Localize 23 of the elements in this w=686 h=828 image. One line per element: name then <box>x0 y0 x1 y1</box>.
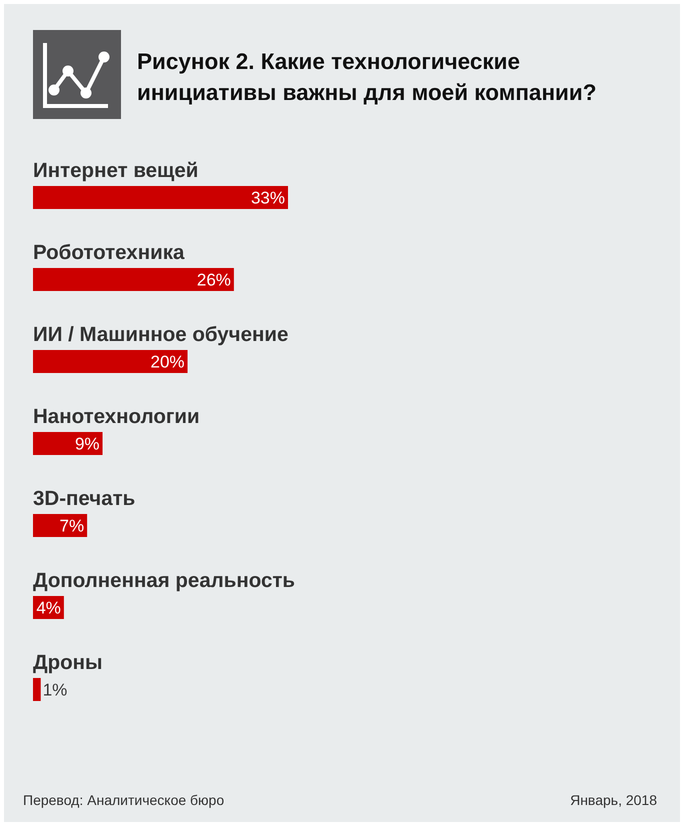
y-tick-label: Нанотехнологии <box>33 405 200 428</box>
y-tick-label: 3D-печать <box>33 487 136 510</box>
bar <box>33 514 88 537</box>
y-tick-label: ИИ / Машинное обучение <box>33 323 288 346</box>
bar <box>33 350 188 373</box>
data-label: 1% <box>42 680 68 700</box>
text: Рисунок 2. Какие технологические инициативы важны для моей компании? <box>137 48 598 107</box>
text: Январь, 2018 <box>570 792 657 808</box>
y-tick-label: Дроны <box>33 651 103 674</box>
data-label: 33% <box>250 188 285 208</box>
data-label: 9% <box>74 434 100 454</box>
data-label: 4% <box>36 598 61 618</box>
y-tick-label: Робототехника <box>33 241 185 264</box>
bar <box>33 268 234 291</box>
text: Перевод: Аналитическое бюро <box>23 792 224 808</box>
y-tick-label: Дополненная реальность <box>33 569 296 592</box>
y-tick-label: Интернет вещей <box>33 159 198 182</box>
bar <box>33 432 103 455</box>
data-label: 7% <box>60 516 84 536</box>
bar <box>33 678 41 701</box>
bar <box>33 186 288 209</box>
data-label: 26% <box>196 270 231 290</box>
data-label: 20% <box>150 352 185 372</box>
